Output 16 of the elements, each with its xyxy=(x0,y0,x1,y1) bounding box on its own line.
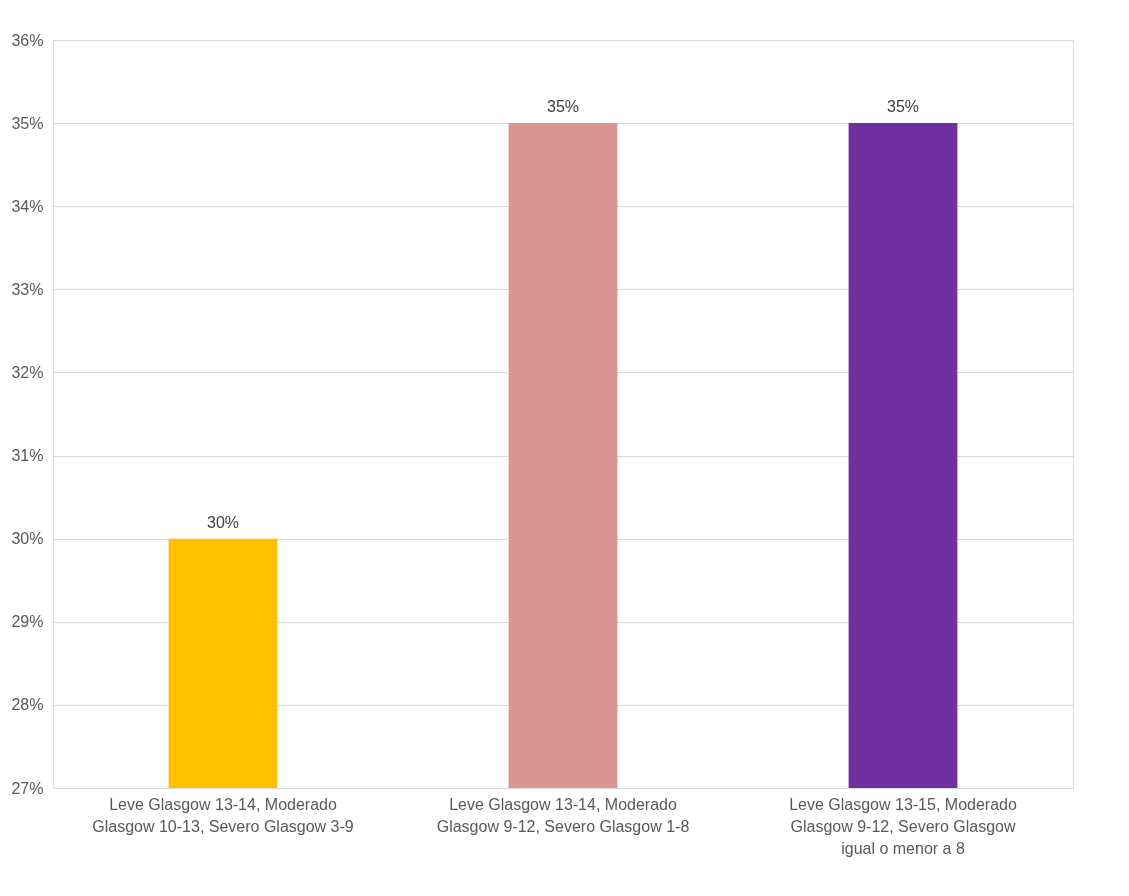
y-tick-label: 27% xyxy=(11,779,44,797)
x-tick-label: Leve Glasgow 13-14, Moderado Glasgow 9-12, Severo Glasgow 1-8 xyxy=(436,795,690,835)
x-tick-label: Leve Glasgow 13-14, Moderado Glasgow 10-13, Severo Glasgow 3-9 xyxy=(92,795,354,835)
y-tick-label: 29% xyxy=(11,613,44,631)
y-tick-label: 36% xyxy=(11,31,44,49)
x-tick-label: Leve Glasgow 13-15, Moderado Glasgow 9-12, Severo Glasgow igual o menor a 8 xyxy=(789,795,1017,857)
y-tick-label: 33% xyxy=(11,280,44,298)
data-label: 30% xyxy=(206,513,240,531)
y-tick-label: 32% xyxy=(11,363,44,381)
y-tick-label: 31% xyxy=(11,447,44,465)
y-tick-label: 28% xyxy=(11,696,44,714)
y-tick-label: 35% xyxy=(11,114,44,132)
y-tick-label: 34% xyxy=(11,197,44,215)
data-label: 35% xyxy=(886,98,920,116)
y-tick-label: 30% xyxy=(11,530,44,548)
data-label: 35% xyxy=(546,98,580,116)
